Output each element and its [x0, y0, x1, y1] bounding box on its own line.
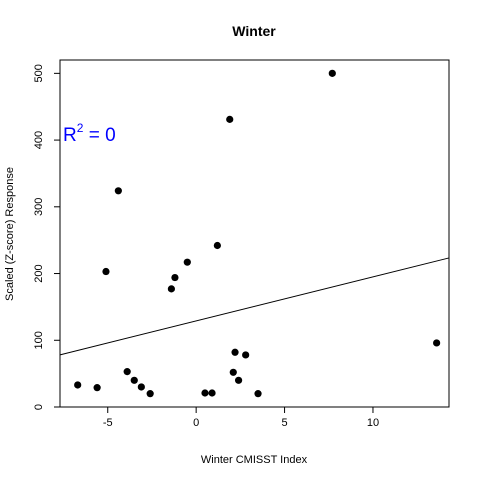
y-tick-label: 300 — [33, 198, 45, 216]
data-point — [213, 241, 221, 250]
data-point — [208, 389, 216, 397]
data-point — [123, 368, 131, 376]
regression-line-group — [59, 257, 450, 356]
data-point — [114, 187, 122, 195]
data-points — [74, 69, 441, 398]
data-point — [167, 285, 175, 293]
x-tick-label: 10 — [367, 417, 379, 429]
data-point — [102, 267, 110, 276]
regression-line — [59, 257, 450, 356]
data-point — [146, 390, 154, 398]
data-point — [242, 351, 250, 359]
y-tick-label: 0 — [33, 404, 45, 410]
x-tick-label: -5 — [103, 417, 113, 429]
plot-frame — [59, 59, 450, 408]
x-tick-label: 0 — [193, 417, 199, 429]
data-point — [433, 339, 441, 347]
data-point — [137, 383, 145, 391]
data-point — [226, 115, 234, 123]
y-tick-label: 400 — [33, 131, 45, 149]
r-squared-annotation: R2 = 0 — [63, 121, 116, 146]
y-tick-label: 200 — [33, 264, 45, 282]
data-point — [171, 273, 179, 282]
data-point — [130, 376, 138, 384]
y-axis-label: Scaled (Z-score) Response — [4, 167, 16, 301]
data-point — [231, 348, 239, 356]
data-point — [183, 258, 191, 266]
data-point — [328, 69, 336, 77]
y-axis: 0 100 200 300 400 500 — [33, 64, 61, 410]
x-axis-label: Winter CMISST Index — [201, 454, 308, 466]
data-point — [93, 384, 101, 392]
x-axis: -5 0 5 10 — [103, 406, 379, 429]
chart-title: Winter — [232, 23, 276, 39]
r-squared-value: = 0 — [83, 125, 115, 146]
r-squared-base: R — [63, 125, 77, 146]
data-point — [201, 389, 209, 397]
r-squared-superscript: 2 — [77, 121, 84, 135]
data-point — [234, 376, 243, 384]
data-point — [254, 390, 262, 398]
x-tick-label: 5 — [281, 417, 287, 429]
y-tick-label: 500 — [33, 64, 45, 82]
y-tick-label: 100 — [33, 331, 45, 349]
data-point — [74, 381, 82, 389]
data-point — [229, 368, 237, 376]
